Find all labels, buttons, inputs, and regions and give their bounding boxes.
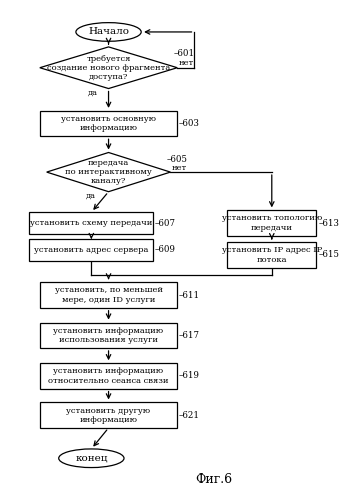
Text: установить, по меньшей
мере, один ID услуги: установить, по меньшей мере, один ID усл…: [54, 286, 163, 304]
Text: требуется
создание нового фрагмента
доступа?: требуется создание нового фрагмента дост…: [47, 54, 170, 81]
Bar: [29, 239, 153, 261]
Text: конец: конец: [75, 454, 108, 463]
Bar: [40, 111, 177, 136]
Text: нет: нет: [179, 60, 194, 68]
Text: –617: –617: [179, 331, 200, 340]
Bar: [227, 242, 316, 268]
Text: –619: –619: [179, 372, 200, 380]
Bar: [40, 363, 177, 388]
Text: –601: –601: [174, 48, 195, 58]
Bar: [227, 210, 316, 236]
Text: –611: –611: [179, 290, 200, 300]
Bar: [40, 282, 177, 308]
Polygon shape: [40, 47, 177, 88]
Bar: [40, 322, 177, 348]
Text: Начало: Начало: [88, 28, 129, 36]
Text: –605: –605: [167, 156, 188, 164]
Text: –621: –621: [179, 410, 200, 420]
Text: установить адрес сервера: установить адрес сервера: [34, 246, 149, 254]
Text: установить топологию
передачи: установить топологию передачи: [222, 214, 322, 232]
Text: –615: –615: [318, 250, 339, 260]
Text: установить информацию
использования услуги: установить информацию использования услу…: [53, 326, 164, 344]
Bar: [40, 402, 177, 428]
Text: передача
по интерактивному
каналу?: передача по интерактивному каналу?: [65, 159, 152, 186]
Text: установить другую
информацию: установить другую информацию: [67, 406, 151, 424]
Text: –609: –609: [155, 246, 176, 254]
Text: Фиг.6: Фиг.6: [195, 473, 232, 486]
Bar: [29, 212, 153, 234]
Text: –607: –607: [155, 218, 176, 228]
Text: да: да: [88, 88, 98, 96]
Text: –603: –603: [179, 119, 200, 128]
Text: установить основную
информацию: установить основную информацию: [61, 115, 156, 132]
Text: нет: нет: [172, 164, 187, 172]
Text: да: да: [86, 192, 96, 200]
Text: установить IP адрес IP
потока: установить IP адрес IP потока: [222, 246, 322, 264]
Text: установить информацию
относительно сеанса связи: установить информацию относительно сеанс…: [48, 368, 169, 384]
Text: –613: –613: [318, 218, 339, 228]
Polygon shape: [47, 152, 170, 192]
Text: установить схему передачи: установить схему передачи: [30, 219, 153, 227]
